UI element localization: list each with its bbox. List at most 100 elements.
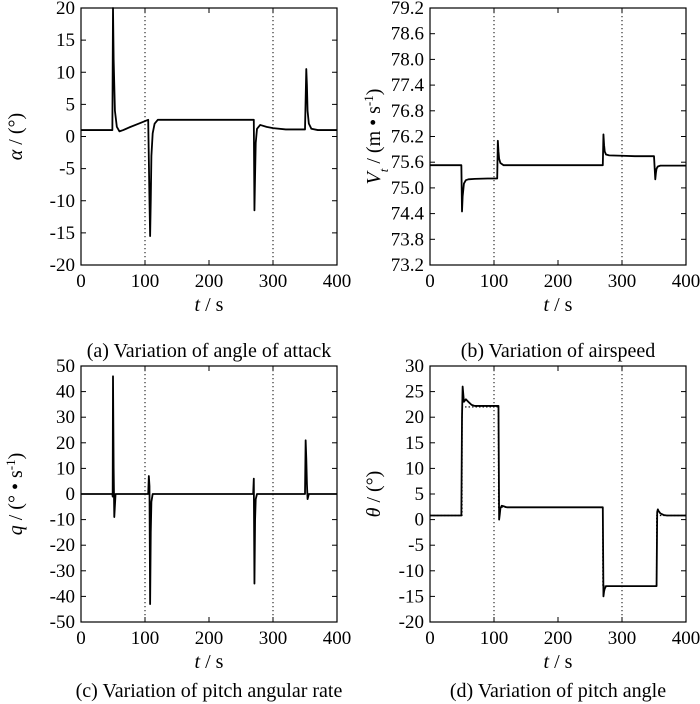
- y-axis-label-var: q: [5, 525, 27, 535]
- y-tick-label: -20: [399, 612, 424, 633]
- y-tick-label: 20: [56, 433, 75, 454]
- x-axis-label-unit: / s: [200, 294, 224, 316]
- y-tick-label: 75.6: [391, 152, 424, 173]
- x-tick-label: 0: [425, 271, 435, 292]
- y-tick-label: 74.4: [391, 204, 425, 225]
- x-axis-label: t / s: [195, 294, 224, 316]
- y-tick-label: -15: [50, 223, 75, 244]
- y-axis-label-close: ): [5, 453, 27, 460]
- y-tick-label: 10: [405, 458, 424, 479]
- x-axis-label-unit: / s: [549, 651, 573, 673]
- y-tick-label: -10: [50, 191, 75, 212]
- y-axis-label-sup: -1: [3, 459, 18, 470]
- panel-caption: (a) Variation of angle of attack: [87, 340, 332, 362]
- x-tick-label: 200: [195, 271, 224, 292]
- y-tick-label: 15: [56, 30, 75, 51]
- x-axis-label: t / s: [544, 651, 573, 673]
- series-line-1: [430, 385, 686, 598]
- y-axis-label-unit: / (m • s: [363, 106, 385, 169]
- y-axis-label-unit: / (° • s: [5, 470, 27, 525]
- y-axis-label-var: α: [5, 149, 27, 160]
- y-tick-label: 0: [66, 127, 76, 148]
- chart-panel-1: 0 100 200 300 400 20 15 10 5 0 -5 -10 -15 -20 t / s α /…: [5, 0, 351, 362]
- y-tick-label: -15: [399, 586, 424, 607]
- x-tick-label: 400: [672, 628, 700, 649]
- x-tick-label: 100: [131, 271, 160, 292]
- x-axis-label-var: t: [544, 294, 550, 316]
- x-tick-label: 100: [480, 628, 509, 649]
- y-tick-label: 5: [415, 484, 425, 505]
- y-axis-label: θ / (°): [363, 471, 385, 518]
- x-axis-label-var: t: [195, 294, 201, 316]
- chart-panel-3: 0 100 200 300 40050403020100-10-20-30-40-50t…: [3, 356, 352, 702]
- y-tick-label: -50: [50, 612, 75, 633]
- x-tick-label: 300: [259, 271, 288, 292]
- y-tick-label: 25: [405, 382, 424, 403]
- y-tick-label: 50: [56, 356, 75, 377]
- series-line-1: [81, 7, 337, 237]
- series-line-1: [430, 133, 686, 213]
- y-axis-label-sub: t: [376, 168, 391, 172]
- panel-caption: (d) Variation of pitch angle: [450, 680, 666, 702]
- y-axis-label-unit: / (°): [5, 113, 27, 150]
- y-tick-label: 15: [405, 433, 424, 454]
- y-tick-label: 30: [56, 407, 75, 428]
- x-axis-label-unit: / s: [549, 294, 573, 316]
- y-tick-label: 78.0: [391, 49, 424, 70]
- y-tick-label: -5: [408, 535, 424, 556]
- y-tick-label: -30: [50, 561, 75, 582]
- y-tick-label: 30: [405, 356, 424, 377]
- y-tick-label: 10: [56, 62, 75, 83]
- y-axis-label: Vt / (m • s-1): [361, 89, 391, 185]
- x-tick-label: 200: [544, 271, 573, 292]
- x-tick-label: 300: [608, 628, 637, 649]
- y-tick-label: 76.8: [391, 101, 424, 122]
- y-tick-label: 20: [56, 0, 75, 19]
- y-tick-label: 78.6: [391, 24, 424, 45]
- x-axis-label-var: t: [544, 651, 550, 673]
- series-line-2: [430, 406, 686, 587]
- y-axis-label-unit: / (°): [363, 471, 385, 508]
- x-axis-label: t / s: [544, 294, 573, 316]
- y-tick-label: -20: [50, 535, 75, 556]
- chart-panel-2: 0 100 200 300 400 79.2 78.6 78.0 77.4 76.8 76.2 75.…: [361, 0, 700, 362]
- y-tick-label: 10: [56, 458, 75, 479]
- y-tick-label: -40: [50, 586, 75, 607]
- y-tick-label: 40: [56, 382, 75, 403]
- y-tick-label: 75.0: [391, 178, 424, 199]
- plot-frame: [80, 7, 338, 266]
- y-tick-label: -5: [59, 159, 75, 180]
- x-axis-label-unit: / s: [200, 651, 224, 673]
- x-tick-label: 0: [76, 628, 86, 649]
- x-tick-label: 0: [425, 628, 435, 649]
- plot-frame: [429, 7, 687, 266]
- x-tick-label: 400: [323, 271, 352, 292]
- y-axis-label-var: θ: [363, 507, 385, 517]
- x-tick-label: 100: [131, 628, 160, 649]
- y-tick-label: 0: [415, 510, 425, 531]
- y-tick-label: 76.2: [391, 127, 424, 148]
- x-tick-label: 400: [672, 271, 700, 292]
- x-tick-label: 0: [76, 271, 86, 292]
- x-tick-label: 200: [195, 628, 224, 649]
- y-tick-label: -10: [399, 561, 424, 582]
- series-line-1: [81, 375, 337, 605]
- y-tick-label: 77.4: [391, 75, 425, 96]
- y-tick-label: 0: [66, 484, 76, 505]
- y-tick-label: 5: [66, 94, 76, 115]
- y-tick-label: 20: [405, 407, 424, 428]
- x-axis-label-var: t: [195, 651, 201, 673]
- y-tick-label: -20: [50, 255, 75, 276]
- x-tick-label: 100: [480, 271, 509, 292]
- panel-caption: (b) Variation of airspeed: [461, 340, 656, 362]
- y-axis-label: α / (°): [5, 113, 27, 160]
- x-tick-label: 300: [259, 628, 288, 649]
- chart-panel-4: 0 100 200 300 400 30 25 20 15 10 5 0 -5 -10 -15 -20 t / …: [363, 356, 700, 702]
- x-tick-label: 200: [544, 628, 573, 649]
- y-tick-label: 79.2: [391, 0, 424, 19]
- panel-caption: (c) Variation of pitch angular rate: [76, 680, 343, 702]
- plot-frame: [429, 365, 687, 623]
- x-tick-label: 400: [323, 628, 352, 649]
- y-tick-label: 73.8: [391, 229, 424, 250]
